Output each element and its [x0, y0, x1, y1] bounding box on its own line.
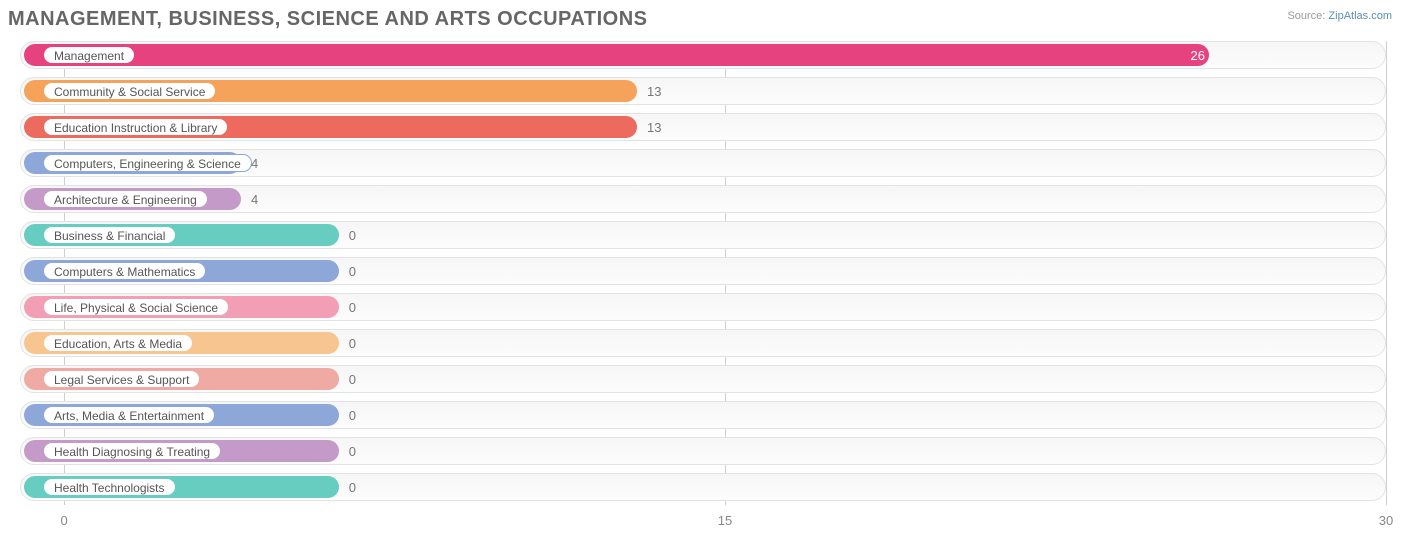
bar-track: Architecture & Engineering 4: [20, 185, 1386, 213]
bar-track: Business & Financial 0: [20, 221, 1386, 249]
bar-label: Computers, Engineering & Science: [43, 154, 252, 172]
bar-label: Arts, Media & Entertainment: [43, 406, 215, 424]
bar-value: 0: [349, 222, 356, 250]
bar-label: Legal Services & Support: [43, 370, 200, 388]
bar-value: 4: [251, 186, 258, 214]
bar-label: Community & Social Service: [43, 82, 216, 100]
source-label: Source:: [1287, 10, 1325, 22]
x-axis-tick: 15: [718, 513, 732, 528]
x-axis-tick: 0: [60, 513, 67, 528]
bar-track: Health Technologists 0: [20, 473, 1386, 501]
gridline: [1386, 41, 1387, 505]
source-link[interactable]: ZipAtlas.com: [1328, 10, 1392, 22]
bar-label: Education, Arts & Media: [43, 334, 193, 352]
bar-value: 0: [349, 294, 356, 322]
bar-value: 13: [647, 114, 661, 142]
bar-value: 0: [349, 402, 356, 430]
chart-title: MANAGEMENT, BUSINESS, SCIENCE AND ARTS O…: [8, 8, 1398, 31]
bar-label: Life, Physical & Social Science: [43, 298, 229, 316]
x-axis: 01530: [20, 509, 1386, 533]
bar-label: Architecture & Engineering: [43, 190, 208, 208]
bar-track: Education Instruction & Library 13: [20, 113, 1386, 141]
bar-label: Health Diagnosing & Treating: [43, 442, 221, 460]
bar-label: Business & Financial: [43, 226, 176, 244]
bar-track: Legal Services & Support 0: [20, 365, 1386, 393]
bar-value: 0: [349, 474, 356, 502]
bar-value: 0: [349, 366, 356, 394]
x-axis-tick: 30: [1379, 513, 1393, 528]
plot-area: Management 26 Community & Social Service 13…: [20, 41, 1386, 533]
bar-value: 4: [251, 150, 258, 178]
bar-label: Management: [43, 46, 135, 64]
bar-label: Computers & Mathematics: [43, 262, 206, 280]
bar-value: 13: [647, 78, 661, 106]
chart-container: MANAGEMENT, BUSINESS, SCIENCE AND ARTS O…: [8, 8, 1398, 533]
bar-fill: [24, 44, 1209, 66]
bar-track: Computers & Mathematics 0: [20, 257, 1386, 285]
bar-value: 0: [349, 438, 356, 466]
bar-label: Education Instruction & Library: [43, 118, 228, 136]
bar-track: Computers, Engineering & Science4: [20, 149, 1386, 177]
bar-label: Health Technologists: [43, 478, 176, 496]
bar-value: 0: [349, 330, 356, 358]
bar-track: Health Diagnosing & Treating 0: [20, 437, 1386, 465]
bar-value: 26: [1175, 42, 1205, 70]
bar-track: Management 26: [20, 41, 1386, 69]
bars-group: Management 26 Community & Social Service 13…: [20, 41, 1386, 501]
bar-track: Life, Physical & Social Science 0: [20, 293, 1386, 321]
bar-track: Community & Social Service 13: [20, 77, 1386, 105]
bar-value: 0: [349, 258, 356, 286]
bar-track: Arts, Media & Entertainment 0: [20, 401, 1386, 429]
source-attribution: Source: ZipAtlas.com: [1287, 10, 1392, 22]
bar-track: Education, Arts & Media 0: [20, 329, 1386, 357]
